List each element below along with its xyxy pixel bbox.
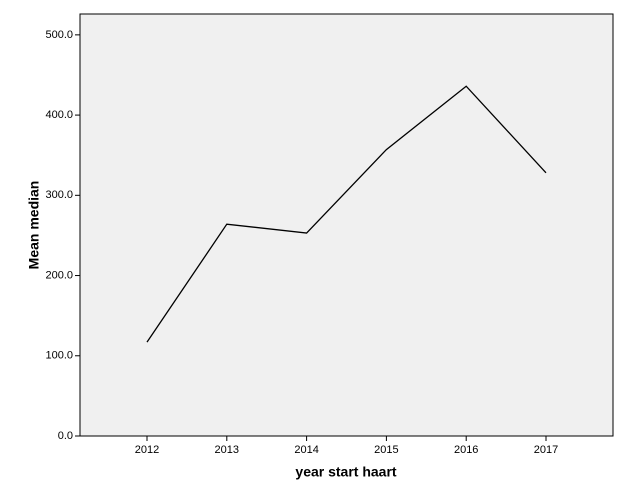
y-tick-label: 400.0 <box>45 109 73 121</box>
x-tick-label: 2012 <box>135 444 159 456</box>
plot-area <box>79 13 614 437</box>
x-tick-label: 2017 <box>534 444 558 456</box>
y-tick-label: 100.0 <box>45 350 73 362</box>
y-tick-label: 500.0 <box>45 29 73 41</box>
x-tick-label: 2015 <box>374 444 398 456</box>
y-tick-label: 300.0 <box>45 189 73 201</box>
x-tick-label: 2014 <box>294 444 318 456</box>
line <box>146 85 547 343</box>
x-tick-label: 2016 <box>454 444 478 456</box>
x-axis-title: year start haart <box>295 464 397 480</box>
x-tick-label: 2013 <box>215 444 239 456</box>
y-tick-label: 200.0 <box>45 269 73 281</box>
y-axis-title: Mean median <box>26 181 42 270</box>
y-tick-label: 0.0 <box>58 430 73 442</box>
